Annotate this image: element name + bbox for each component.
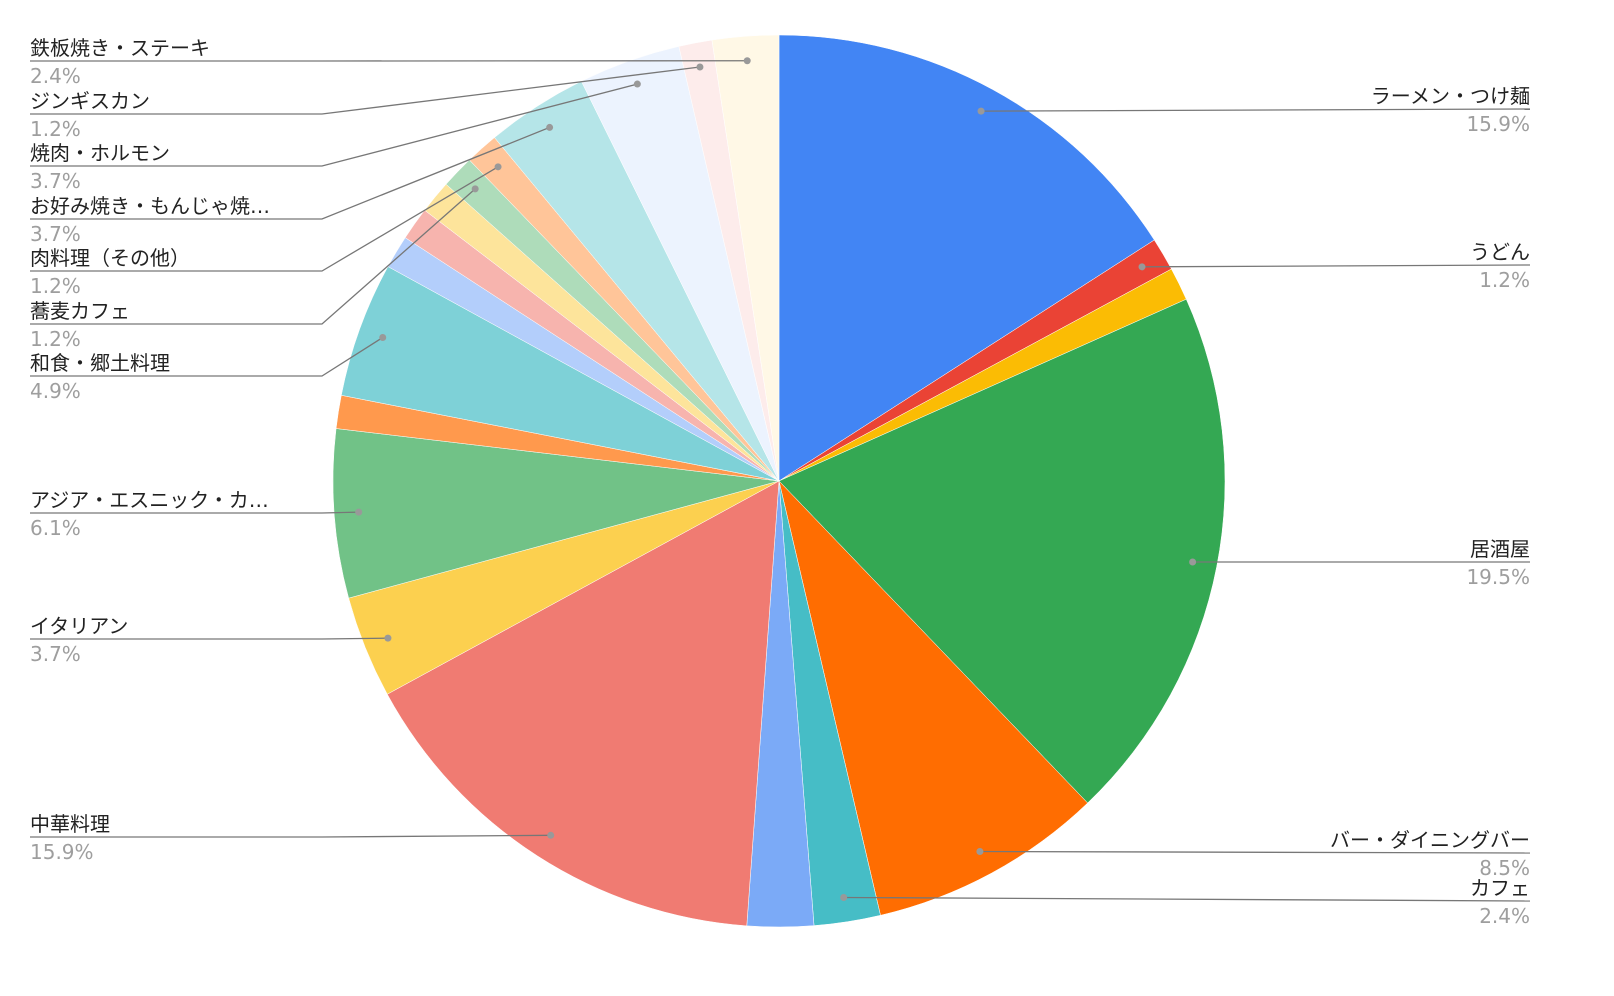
slice-label: ラーメン・つけ麺 (1371, 84, 1530, 108)
leader-dot (495, 163, 502, 170)
leader-dot (379, 334, 386, 341)
slice-percent: 19.5% (1466, 565, 1530, 589)
leader-dot (696, 64, 703, 71)
leader-dot (384, 635, 391, 642)
slice-label: お好み焼き・もんじゃ焼… (30, 194, 270, 218)
slice-label: ジンギスカン (30, 89, 150, 113)
slice-percent: 1.2% (1479, 268, 1530, 292)
leader-dot (634, 81, 641, 88)
slice-percent: 1.2% (30, 117, 81, 141)
slice-label: 和食・郷土料理 (30, 351, 170, 375)
leader-dot (976, 848, 983, 855)
leader-line (1142, 265, 1530, 267)
slice-label: 焼肉・ホルモン (30, 141, 170, 165)
slice-percent: 4.9% (30, 379, 81, 403)
slice-percent: 15.9% (1466, 112, 1530, 136)
leader-dot (978, 108, 985, 115)
slice-label: 居酒屋 (1470, 537, 1530, 561)
leader-dot (472, 185, 479, 192)
slice-percent: 3.7% (30, 642, 81, 666)
leader-dot (1189, 559, 1196, 566)
leader-dot (355, 509, 362, 516)
leader-line (844, 897, 1530, 901)
slice-percent: 6.1% (30, 516, 81, 540)
leader-line (30, 512, 359, 513)
slice-label: 肉料理（その他） (30, 246, 190, 270)
slice-percent: 2.4% (30, 64, 81, 88)
slice-percent: 1.2% (30, 274, 81, 298)
slice-percent: 3.7% (30, 169, 81, 193)
slice-label: アジア・エスニック・カ… (30, 488, 269, 512)
leader-dot (1138, 263, 1145, 270)
slice-label: バー・ダイニングバー (1330, 828, 1530, 852)
leader-dot (840, 894, 847, 901)
slice-label: 中華料理 (30, 812, 110, 836)
slice-percent: 2.4% (1479, 904, 1530, 928)
leader-dot (546, 124, 553, 131)
slice-percent: 15.9% (30, 840, 94, 864)
slice-label: 鉄板焼き・ステーキ (30, 36, 210, 60)
leader-dot (744, 57, 751, 64)
slice-percent: 1.2% (30, 327, 81, 351)
slice-label: イタリアン (30, 614, 128, 638)
leader-line (981, 109, 1530, 111)
slice-label: 蕎麦カフェ (30, 299, 130, 323)
slice-label: カフェ (1470, 876, 1530, 900)
leader-dot (547, 832, 554, 839)
slice-label: うどん (1470, 240, 1530, 264)
leader-line (30, 638, 388, 639)
slice-percent: 3.7% (30, 222, 81, 246)
